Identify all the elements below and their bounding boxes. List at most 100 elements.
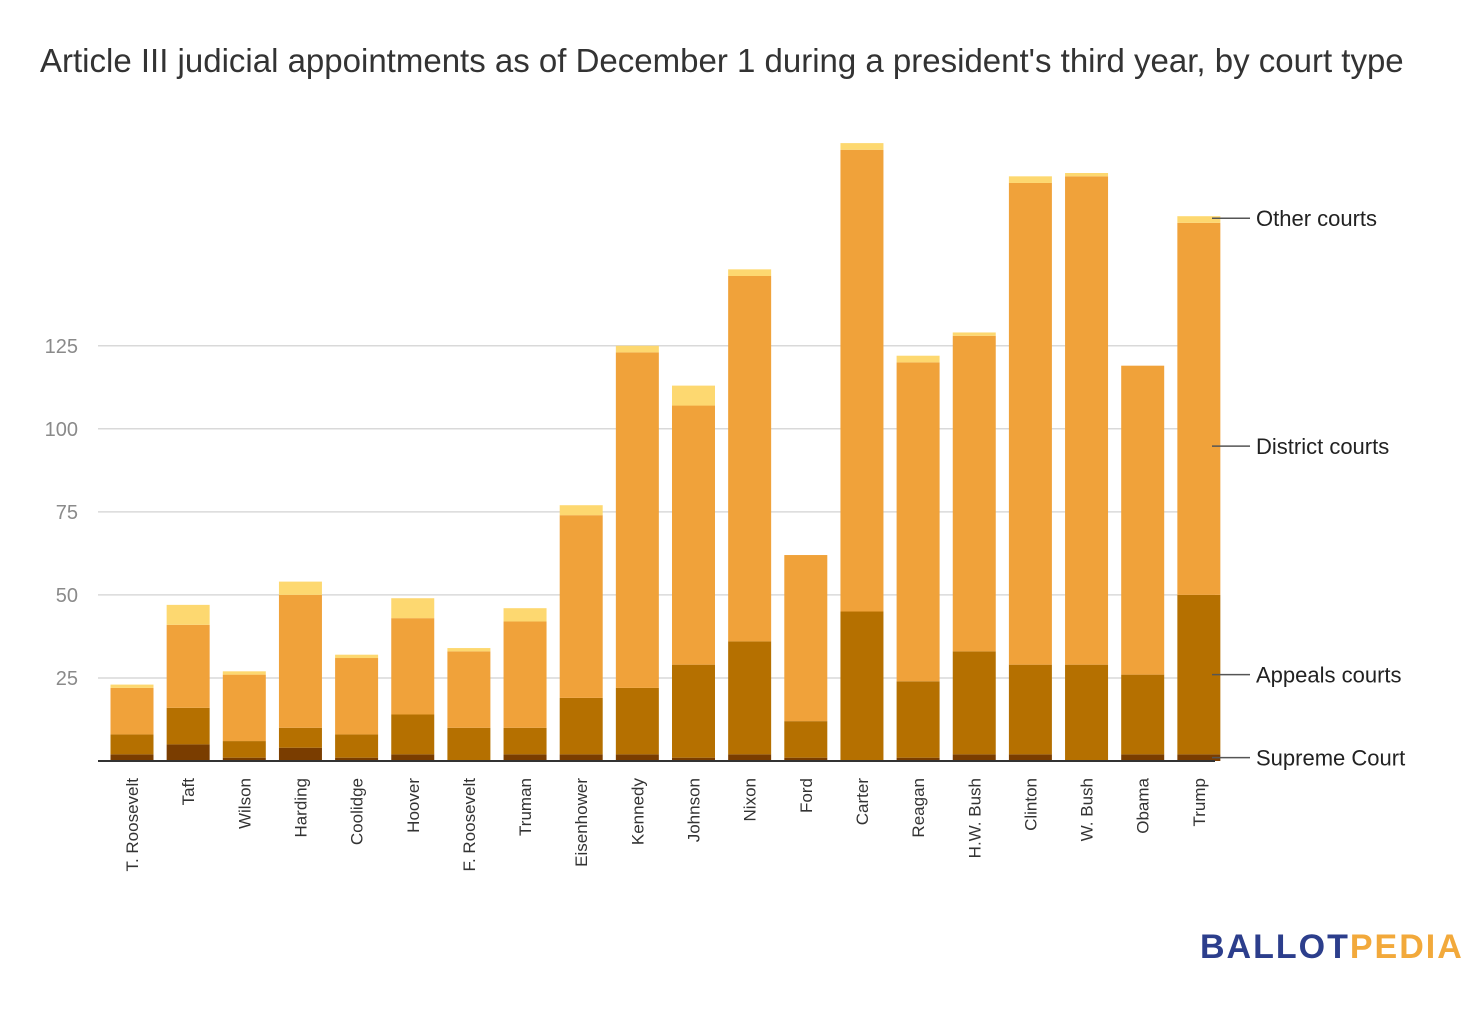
- bar-other-17[interactable]: [1065, 173, 1109, 177]
- bar-other-10[interactable]: [672, 385, 715, 406]
- bar-other-19[interactable]: [1177, 216, 1221, 223]
- bar-supreme-19[interactable]: [1177, 754, 1221, 761]
- bar-district-9[interactable]: [615, 352, 659, 688]
- bar-supreme-1[interactable]: [166, 744, 210, 761]
- bar-appeals-17[interactable]: [1065, 664, 1109, 761]
- bars: [110, 143, 1221, 761]
- y-tick-label: 50: [56, 585, 78, 607]
- x-tick-label: Wilson: [235, 778, 254, 829]
- bar-appeals-7[interactable]: [503, 727, 547, 755]
- bar-district-5[interactable]: [391, 618, 435, 715]
- bar-appeals-1[interactable]: [166, 707, 210, 745]
- bar-other-9[interactable]: [615, 345, 659, 353]
- legend: Other courts District courts Appeals court…: [1212, 206, 1405, 771]
- y-tick-label: 25: [56, 668, 78, 690]
- bar-district-2[interactable]: [222, 674, 266, 742]
- bar-other-13[interactable]: [840, 143, 884, 150]
- bar-other-6[interactable]: [447, 648, 491, 652]
- bar-other-15[interactable]: [952, 332, 996, 336]
- ballotpedia-logo[interactable]: BALLOTPEDIA: [1200, 928, 1464, 967]
- x-tick-label: Reagan: [909, 778, 928, 838]
- bar-appeals-9[interactable]: [615, 687, 659, 755]
- bar-appeals-16[interactable]: [1008, 664, 1052, 755]
- bar-appeals-11[interactable]: [728, 641, 772, 755]
- bar-other-8[interactable]: [559, 505, 603, 516]
- bar-appeals-4[interactable]: [335, 734, 379, 758]
- bar-appeals-14[interactable]: [896, 681, 940, 758]
- legend-label: Other courts: [1256, 206, 1377, 231]
- bar-supreme-10[interactable]: [672, 757, 715, 761]
- x-tick-label: Johnson: [685, 778, 704, 842]
- bar-district-18[interactable]: [1121, 365, 1165, 675]
- bar-appeals-8[interactable]: [559, 697, 603, 755]
- bar-appeals-12[interactable]: [784, 721, 828, 758]
- x-tick-label: Obama: [1134, 777, 1153, 833]
- bar-other-3[interactable]: [278, 581, 322, 595]
- bar-district-8[interactable]: [559, 515, 603, 698]
- x-tick-label: Harding: [291, 778, 310, 838]
- bar-supreme-5[interactable]: [391, 754, 435, 761]
- bar-other-7[interactable]: [503, 608, 547, 622]
- bar-supreme-8[interactable]: [559, 754, 603, 761]
- bar-district-13[interactable]: [840, 149, 884, 612]
- y-tick-label: 75: [56, 502, 78, 524]
- x-tick-label: Truman: [516, 778, 535, 836]
- bar-appeals-3[interactable]: [278, 727, 322, 748]
- x-tick-label: Carter: [853, 778, 872, 826]
- bar-district-17[interactable]: [1065, 176, 1109, 665]
- legend-label: District courts: [1256, 434, 1389, 459]
- bar-supreme-7[interactable]: [503, 754, 547, 761]
- x-tick-label: Coolidge: [348, 778, 367, 845]
- bar-other-2[interactable]: [222, 671, 266, 675]
- bar-supreme-11[interactable]: [728, 754, 772, 761]
- bar-other-14[interactable]: [896, 355, 940, 363]
- bar-other-1[interactable]: [166, 604, 210, 625]
- bar-supreme-12[interactable]: [784, 757, 828, 761]
- bar-district-15[interactable]: [952, 335, 996, 652]
- bar-other-5[interactable]: [391, 598, 435, 619]
- bar-district-10[interactable]: [672, 405, 715, 665]
- bar-district-14[interactable]: [896, 362, 940, 682]
- chart-title: Article III judicial appointments as of …: [40, 42, 1404, 79]
- bar-district-3[interactable]: [278, 594, 322, 728]
- bar-other-4[interactable]: [335, 654, 379, 659]
- bar-supreme-15[interactable]: [952, 754, 996, 761]
- x-tick-label: W. Bush: [1078, 778, 1097, 841]
- bar-district-16[interactable]: [1008, 182, 1052, 665]
- bar-district-11[interactable]: [728, 275, 772, 642]
- bar-supreme-2[interactable]: [222, 757, 266, 761]
- bar-appeals-18[interactable]: [1121, 674, 1165, 755]
- bar-district-6[interactable]: [447, 651, 491, 728]
- x-tick-label: Nixon: [741, 778, 760, 821]
- bar-supreme-9[interactable]: [615, 754, 659, 761]
- bar-appeals-5[interactable]: [391, 714, 435, 755]
- bar-other-16[interactable]: [1008, 176, 1052, 183]
- bar-appeals-15[interactable]: [952, 651, 996, 755]
- bar-supreme-18[interactable]: [1121, 754, 1165, 761]
- bar-appeals-0[interactable]: [110, 734, 154, 755]
- y-tick-label: 125: [45, 336, 78, 358]
- x-tick-label: Ford: [797, 778, 816, 813]
- bar-supreme-0[interactable]: [110, 754, 154, 761]
- axes: 25 50 75 100 125 T. Roosevelt Taft Wilson Hardin…: [45, 336, 1215, 872]
- x-tick-label: Eisenhower: [572, 778, 591, 867]
- bar-appeals-6[interactable]: [447, 727, 491, 761]
- bar-district-4[interactable]: [335, 658, 379, 735]
- bar-district-0[interactable]: [110, 687, 154, 735]
- x-tick-label: Kennedy: [628, 778, 647, 846]
- bar-supreme-4[interactable]: [335, 757, 379, 761]
- bar-other-0[interactable]: [110, 684, 154, 688]
- bar-appeals-10[interactable]: [672, 664, 715, 758]
- bar-district-12[interactable]: [784, 555, 828, 722]
- bar-appeals-2[interactable]: [222, 741, 266, 758]
- bar-district-7[interactable]: [503, 621, 547, 728]
- bar-appeals-13[interactable]: [840, 611, 884, 761]
- bar-district-19[interactable]: [1177, 222, 1221, 595]
- y-tick-label: 100: [45, 419, 78, 441]
- bar-supreme-14[interactable]: [896, 757, 940, 761]
- bar-supreme-3[interactable]: [278, 747, 322, 761]
- bar-other-11[interactable]: [728, 269, 772, 276]
- bar-district-1[interactable]: [166, 624, 210, 708]
- bar-supreme-16[interactable]: [1008, 754, 1052, 761]
